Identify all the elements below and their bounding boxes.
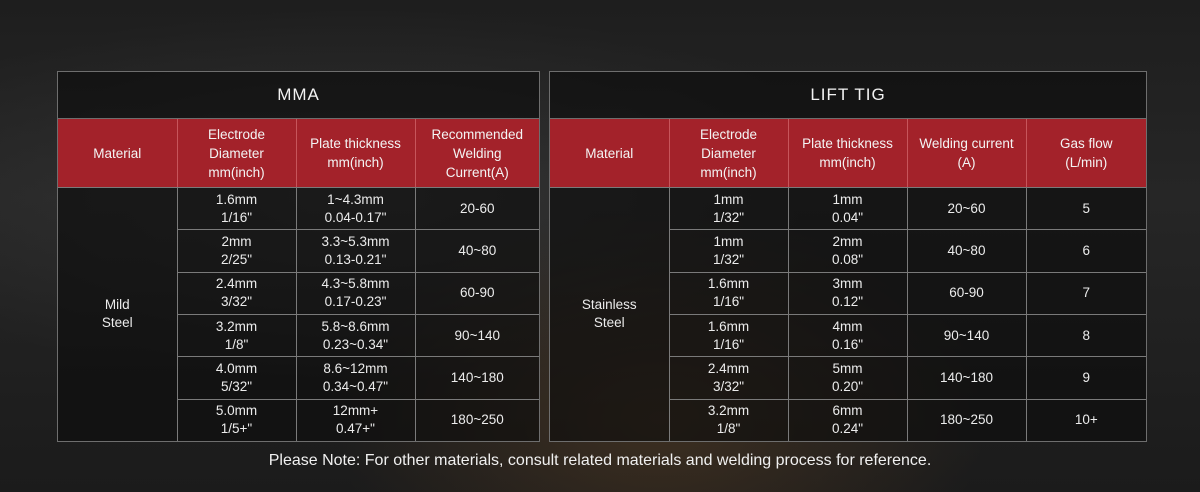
mma-current-cell: 180~250	[450, 412, 504, 428]
mma-table-panel: MMA Material Electrode Diameter mm(inch)…	[57, 71, 540, 442]
table-row: 1.6mm 1/16" 3mm 0.12" 60-90 7	[550, 272, 1147, 315]
mma-electrode-cell: 3.2mm 1/8"	[177, 314, 297, 358]
mma-plate-cell: 12mm+ 0.47+"	[296, 399, 416, 441]
mma-current-cell: 20-60	[415, 187, 540, 231]
mma-plate-cell: 5.8~8.6mm 0.23~0.34"	[296, 314, 416, 358]
table-row: 1mm 1/32" 2mm 0.08" 40~80 6	[550, 229, 1147, 273]
mma-electrode-cell: 5.0mm 1/5+"	[177, 399, 297, 441]
mma-header-current: Recommended Welding Current(A)	[415, 118, 540, 188]
table-row: Mild Steel 1.6mm 1/16" 1~4.3mm 0.04-0.17" …	[58, 187, 540, 441]
table-row: 3.2mm 1/8" 5.8~8.6mm 0.23~0.34" 90~140	[58, 314, 540, 358]
table-row: 2.4mm 3/32" 5mm 0.20" 140~180 9	[550, 356, 1147, 400]
tig-current-cell: 180~250	[907, 399, 1027, 441]
tig-current-cell: 60-90	[907, 272, 1027, 315]
mma-current-cell: 90~140	[415, 314, 540, 358]
mma-plate-cell: 3.3~5.3mm 0.13-0.21"	[296, 229, 416, 273]
footnote: Please Note: For other materials, consul…	[268, 452, 932, 469]
tig-electrode-cell: 1.6mm 1/16"	[669, 314, 789, 358]
mma-current-cell: 60-90	[415, 272, 540, 315]
tig-gas-cell: 9	[1026, 356, 1147, 400]
tig-table: LIFT TIG Material Electrode Diameter mm(…	[550, 72, 1147, 441]
table-row: 5.0mm 1/5+" 12mm+ 0.47+" 180~250	[58, 399, 539, 441]
tig-header-material: Material	[550, 118, 670, 188]
tig-gas-cell: 8	[1026, 314, 1147, 358]
tig-gas-cell: 10+	[1074, 412, 1098, 428]
tig-plate-cell: 3mm 0.12"	[788, 272, 908, 315]
table-row: Stainless Steel 1mm 1/32" 1mm 0.04" 20~60 …	[550, 187, 1147, 441]
mma-header-material: Material	[58, 118, 178, 188]
tig-header-current: Welding current (A)	[907, 118, 1027, 188]
mma-table: MMA Material Electrode Diameter mm(inch)…	[58, 72, 540, 441]
table-row: 3.2mm 1/8" 6mm 0.24" 180~250 10+	[550, 399, 1146, 441]
tig-title: LIFT TIG	[550, 72, 1147, 120]
mma-electrode-cell: 2mm 2/25"	[177, 229, 297, 273]
table-row: 2mm 2/25" 3.3~5.3mm 0.13-0.21" 40~80	[58, 229, 540, 273]
tig-plate-cell: 1mm 0.04"	[788, 187, 908, 231]
table-row: 2.4mm 3/32" 4.3~5.8mm 0.17-0.23" 60-90	[58, 272, 540, 315]
tig-electrode-cell: 1mm 1/32"	[669, 187, 789, 231]
mma-header-electrode: Electrode Diameter mm(inch)	[177, 118, 297, 188]
mma-current-cell: 40~80	[415, 229, 540, 273]
mma-title: MMA	[58, 72, 540, 120]
mma-plate-cell: 4.3~5.8mm 0.17-0.23"	[296, 272, 416, 315]
tig-current-cell: 40~80	[907, 229, 1027, 273]
mma-plate-cell: 8.6~12mm 0.34~0.47"	[296, 356, 416, 400]
mma-material-cell: Mild Steel	[58, 187, 178, 441]
tig-current-cell: 20~60	[907, 187, 1027, 231]
tig-table-panel: LIFT TIG Material Electrode Diameter mm(…	[549, 71, 1147, 442]
tig-plate-cell: 5mm 0.20"	[788, 356, 908, 400]
mma-electrode-cell: 2.4mm 3/32"	[177, 272, 297, 315]
tig-gas-cell: 7	[1026, 272, 1147, 315]
mma-electrode-cell: 4.0mm 5/32"	[177, 356, 297, 400]
tig-plate-cell: 6mm 0.24"	[788, 399, 908, 441]
mma-plate-cell: 1~4.3mm 0.04-0.17"	[296, 187, 416, 231]
tig-electrode-cell: 2.4mm 3/32"	[669, 356, 789, 400]
tig-electrode-cell: 1mm 1/32"	[669, 229, 789, 273]
tig-gas-cell: 6	[1026, 229, 1147, 273]
table-row: 1.6mm 1/16" 4mm 0.16" 90~140 8	[550, 314, 1147, 358]
tig-current-cell: 90~140	[907, 314, 1027, 358]
tig-electrode-cell: 1.6mm 1/16"	[669, 272, 789, 315]
table-row: 4.0mm 5/32" 8.6~12mm 0.34~0.47" 140~180	[58, 356, 540, 400]
tig-gas-cell: 5	[1026, 187, 1147, 231]
mma-header-plate: Plate thickness mm(inch)	[296, 118, 416, 188]
tig-plate-cell: 2mm 0.08"	[788, 229, 908, 273]
tig-header-gas: Gas flow (L/min)	[1026, 118, 1147, 188]
tig-plate-cell: 4mm 0.16"	[788, 314, 908, 358]
mma-electrode-cell: 1.6mm 1/16"	[177, 187, 297, 231]
tig-current-cell: 140~180	[907, 356, 1027, 400]
mma-current-cell: 140~180	[415, 356, 540, 400]
tig-electrode-cell: 3.2mm 1/8"	[669, 399, 789, 441]
tig-header-plate: Plate thickness mm(inch)	[788, 118, 908, 188]
tig-material-cell: Stainless Steel	[550, 187, 670, 441]
tig-header-electrode: Electrode Diameter mm(inch)	[669, 118, 789, 188]
